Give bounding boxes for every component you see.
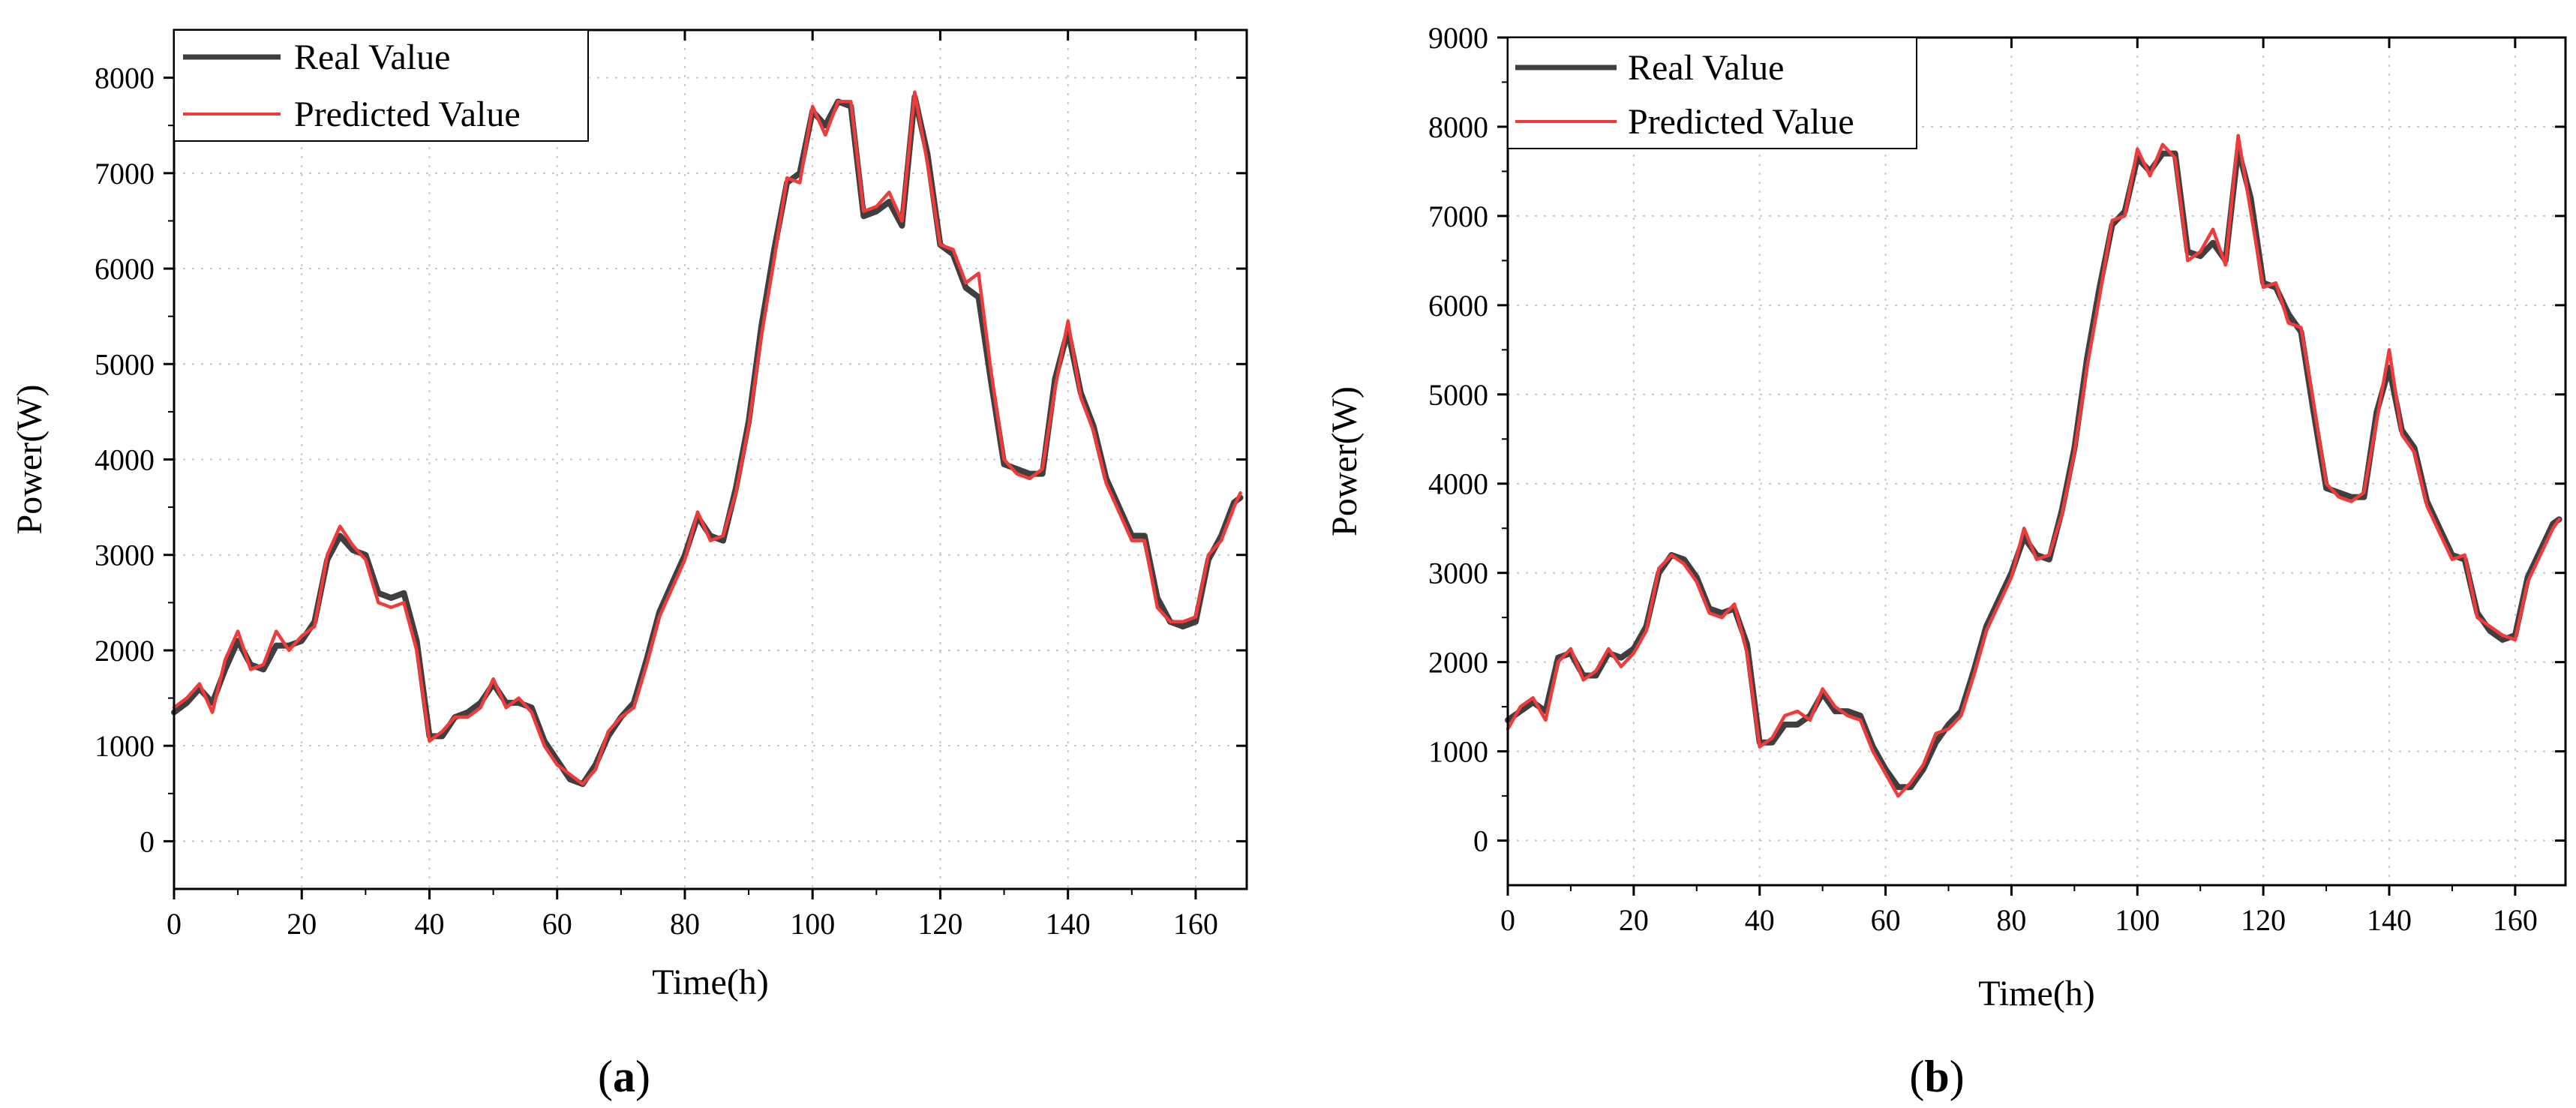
series-line-real-value [171,94,1244,788]
x-tick-label: 60 [542,907,572,941]
x-tick-label: 40 [414,907,444,941]
y-tick-label: 1000 [95,729,155,763]
y-tick-label: 7000 [95,157,155,191]
panel-label-a: a [613,1052,635,1101]
y-tick-label: 4000 [1428,467,1488,501]
series-b [1505,134,2562,798]
x-tick-label: 60 [1871,903,1901,937]
x-tick-label: 140 [2367,903,2412,937]
y-tick-label: 2000 [95,634,155,668]
x-tick-label: 40 [1745,903,1775,937]
x-axis-title-b: Time(h) [1978,974,2095,1013]
y-tick-label: 5000 [1428,378,1488,412]
y-tick-label: 5000 [95,347,155,381]
y-tick-label: 3000 [1428,557,1488,590]
x-tick-label: 0 [167,907,182,941]
y-tick-label: 0 [1473,824,1488,858]
series-a [171,90,1244,788]
x-tick-label: 120 [2241,903,2286,937]
y-tick-label: 8000 [95,62,155,95]
series-line-predicted-value [1506,134,2561,798]
legend-a: Real Value Predicted Value [173,29,589,142]
x-tick-label: 80 [1996,903,2026,937]
y-tick-label: 1000 [1428,735,1488,769]
y-tick-label: 6000 [95,252,155,286]
y-tick-label: 0 [140,824,155,858]
x-tick-label: 100 [790,907,835,941]
grid-b [1507,37,2565,885]
x-tick-label: 140 [1046,907,1091,941]
x-tick-label: 20 [287,907,317,941]
y-tick-label: 2000 [1428,646,1488,680]
plot-frame-a [173,29,1248,890]
panel-caption-a: (a) [598,1052,650,1101]
x-tick-label: 20 [1619,903,1649,937]
ticks-b: 0 20 40 60 80 100 120 140 160 0 1000 2000 3000 4000 50… [1428,21,2565,937]
x-tick-label: 160 [1173,907,1218,941]
plot-frame-b [1506,36,2567,887]
series-line-real-value [1505,146,2562,791]
grid-a [173,30,1247,889]
series-line-predicted-value [172,90,1242,786]
legend-box-a [173,29,589,142]
legend-box-b [1507,37,1917,149]
y-axis-title-a: Power(W) [10,385,50,535]
x-tick-label: 160 [2493,903,2538,937]
y-tick-label: 4000 [95,443,155,477]
y-tick-label: 7000 [1428,200,1488,233]
legend-label-real-a: Real Value [294,38,450,77]
legend-b: Real Value Predicted Value [1507,37,1917,149]
y-tick-label: 8000 [1428,110,1488,144]
y-tick-label: 6000 [1428,289,1488,323]
x-tick-label: 100 [2115,903,2160,937]
y-tick-label: 3000 [95,539,155,572]
legend-label-real-b: Real Value [1628,48,1784,88]
x-tick-label: 80 [670,907,700,941]
legend-label-predicted-a: Predicted Value [294,95,521,134]
panel-a: 0 20 40 60 80 100 120 140 160 0 1000 2000 3000 4000 50… [10,29,1248,1101]
x-tick-label: 120 [917,907,962,941]
panel-label-b: b [1924,1052,1949,1101]
legend-label-predicted-b: Predicted Value [1628,102,1854,142]
ticks-a: 0 20 40 60 80 100 120 140 160 0 1000 2000 3000 4000 50… [95,30,1247,941]
x-tick-label: 0 [1500,903,1515,937]
y-axis-title-b: Power(W) [1325,386,1365,536]
panel-caption-b: (b) [1909,1052,1964,1101]
y-tick-label: 9000 [1428,21,1488,55]
x-axis-title-a: Time(h) [652,962,769,1002]
panel-b: 0 20 40 60 80 100 120 140 160 0 1000 2000 3000 4000 50… [1325,21,2567,1101]
